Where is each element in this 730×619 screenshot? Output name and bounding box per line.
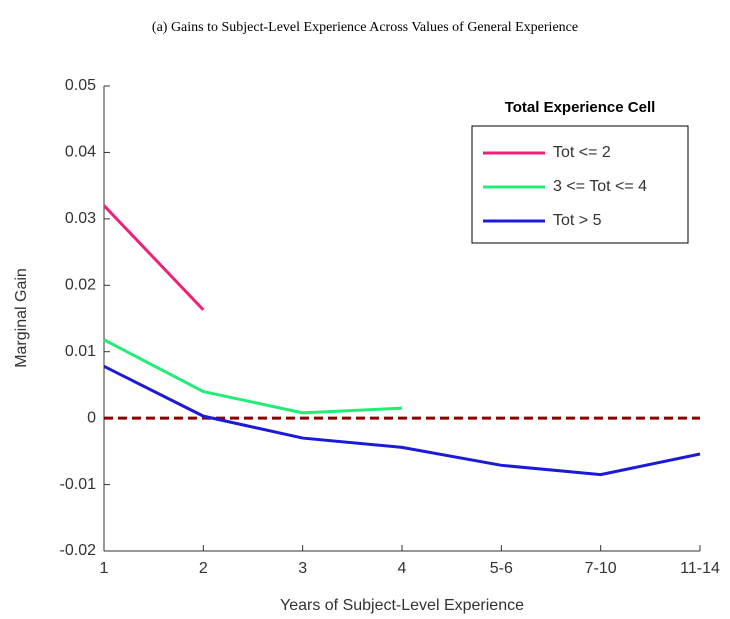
x-tick-label: 4 [398,560,407,577]
legend-label: Tot <= 2 [553,144,611,161]
y-tick-label: 0.04 [65,144,96,161]
y-tick-label: 0.03 [65,210,96,227]
x-tick-label: 7-10 [585,560,617,577]
x-tick-label: 1 [100,560,109,577]
series-line [103,364,701,477]
legend-label: 3 <= Tot <= 4 [553,178,647,195]
legend-title: Total Experience Cell [505,99,656,116]
y-tick-label: 0.01 [65,343,96,360]
y-tick-label: -0.02 [60,542,97,559]
x-tick-label: 2 [199,560,208,577]
chart-title: (a) Gains to Subject-Level Experience Ac… [152,20,578,35]
y-tick-label: 0.05 [65,77,96,94]
y-tick-label: 0 [87,409,96,426]
x-tick-label: 5-6 [490,560,513,577]
x-tick-label: 11-14 [680,560,720,577]
x-axis-label: Years of Subject-Level Experience [280,597,524,614]
series-line [103,338,403,415]
y-axis-label: Marginal Gain [13,268,30,368]
series-line [102,204,205,311]
x-tick-label: 3 [298,560,307,577]
y-tick-label: -0.01 [60,476,97,493]
legend-box [471,125,689,244]
y-tick-label: 0.02 [65,277,96,294]
legend-label: Tot > 5 [553,212,602,229]
